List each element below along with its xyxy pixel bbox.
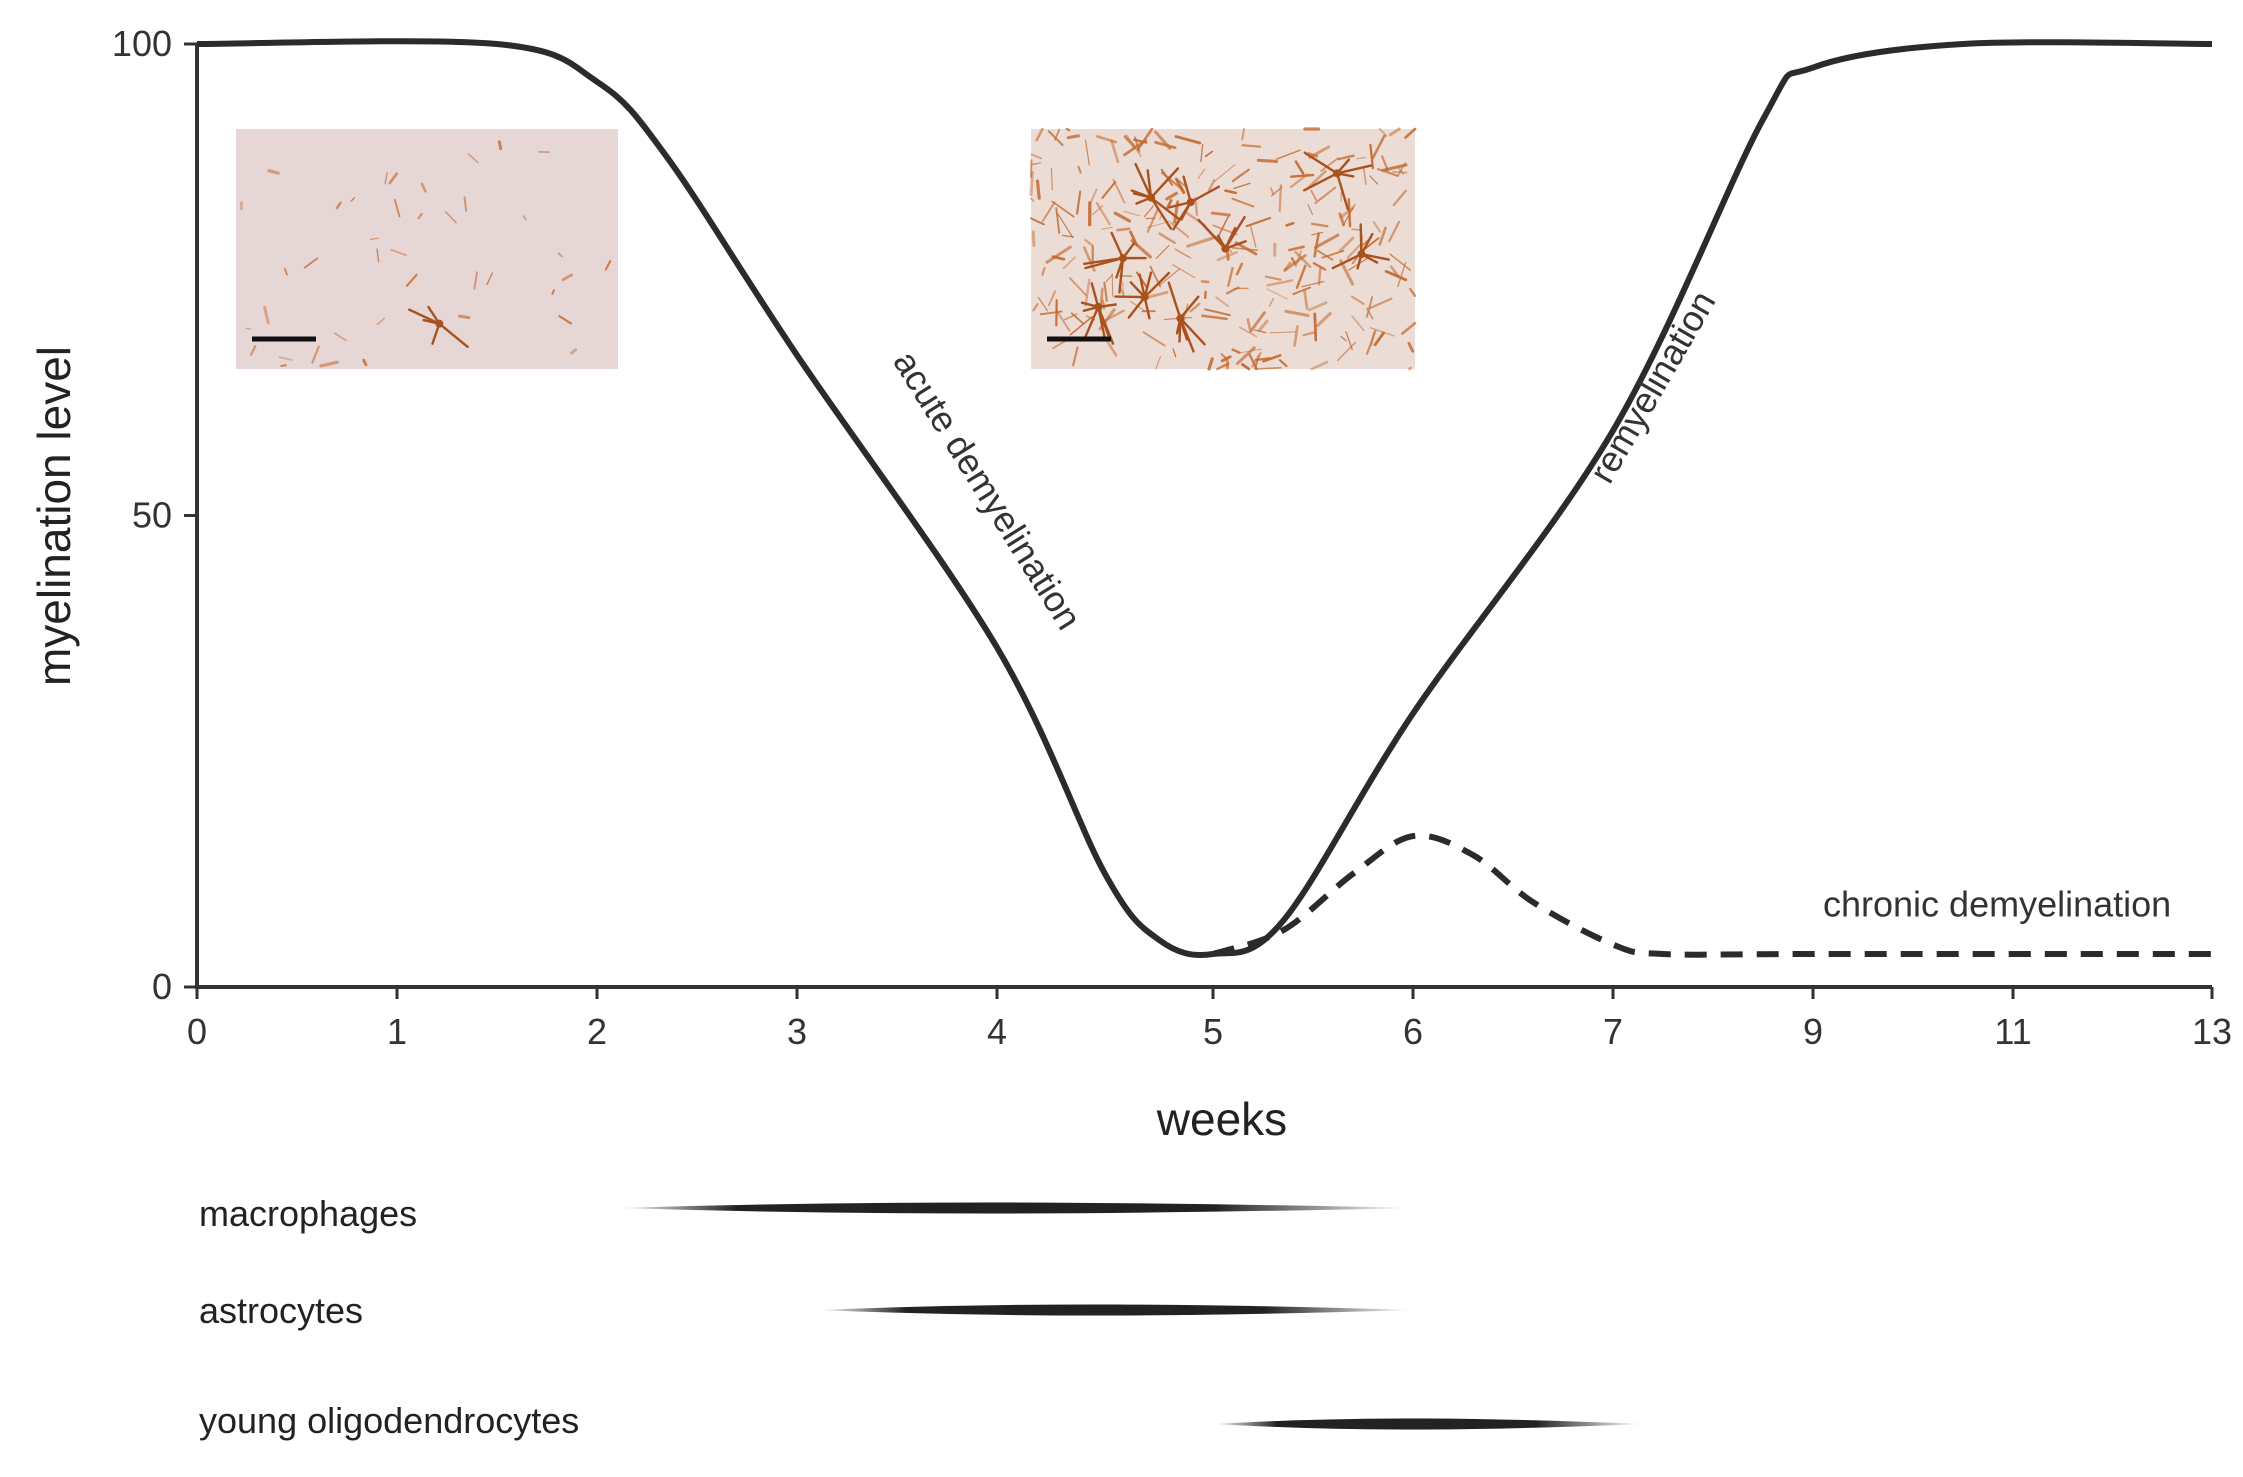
inset-high-staining (1029, 127, 1417, 371)
stained-cell (1130, 162, 1181, 230)
x-tick-label: 5 (1203, 1011, 1223, 1052)
stained-cell (408, 305, 469, 349)
inset-low-staining (236, 129, 618, 369)
stained-cell (1168, 175, 1221, 231)
stain-strands (1029, 127, 1417, 371)
x-tick-label: 0 (187, 1011, 207, 1052)
timeline-label: macrophages (199, 1193, 417, 1234)
y-tick-label: 0 (152, 966, 172, 1007)
stain-strands (240, 140, 612, 368)
timeline-label: astrocytes (199, 1290, 363, 1331)
x-tick-label: 6 (1403, 1011, 1423, 1052)
myelination-curve (196, 38, 2213, 958)
x-tick-label: 11 (1994, 1011, 2031, 1052)
x-tick-label: 2 (587, 1011, 607, 1052)
x-tick-label: 4 (987, 1011, 1007, 1052)
stained-cell (1197, 215, 1247, 253)
x-tick-label: 1 (387, 1011, 407, 1052)
timeline-young-oligodendrocytes: young oligodendrocytes (199, 1400, 1643, 1441)
stained-cell (1080, 282, 1118, 345)
stained-cell (1302, 151, 1373, 211)
stained-cell (1167, 281, 1206, 353)
label-chronic-demyelination: chronic demyelination (1823, 883, 2171, 924)
timeline-label: young oligodendrocytes (199, 1400, 579, 1441)
timeline-macrophages: macrophages (199, 1193, 1413, 1234)
y-tick-label: 50 (132, 495, 172, 536)
annotation-layer: acute demyelination remyelination chronic … (885, 284, 2171, 925)
x-ticks: 0 1 2 3 4 5 6 7 9 11 13 (187, 987, 2232, 1052)
x-tick-label: 3 (787, 1011, 807, 1052)
x-tick-label: 9 (1803, 1011, 1823, 1052)
inset-background (236, 129, 618, 369)
stained-cell (1082, 231, 1147, 294)
timeline-astrocytes: astrocytes (199, 1290, 1413, 1331)
y-tick-label: 100 (112, 23, 172, 64)
label-remyelination: remyelination (1581, 284, 1724, 490)
timeline-bar (617, 1202, 1413, 1214)
y-ticks: 0 50 100 (112, 23, 197, 1007)
stained-cell (1331, 223, 1390, 270)
chronic-demyelination-curve (1212, 832, 2213, 958)
label-acute-demyelination: acute demyelination (885, 343, 1089, 636)
stained-cell (1114, 271, 1171, 320)
series-layer (196, 38, 2213, 958)
y-axis-title: myelination level (28, 346, 80, 686)
x-tick-label: 7 (1603, 1011, 1623, 1052)
cell-timeline: macrophages astrocytes young oligodendrocy… (199, 1193, 1643, 1441)
timeline-bar (1213, 1418, 1643, 1430)
x-axis-title: weeks (1156, 1093, 1287, 1145)
x-tick-label: 13 (2192, 1011, 2232, 1052)
timeline-bar (817, 1304, 1413, 1316)
